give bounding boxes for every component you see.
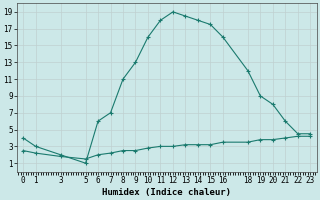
- X-axis label: Humidex (Indice chaleur): Humidex (Indice chaleur): [102, 188, 231, 197]
